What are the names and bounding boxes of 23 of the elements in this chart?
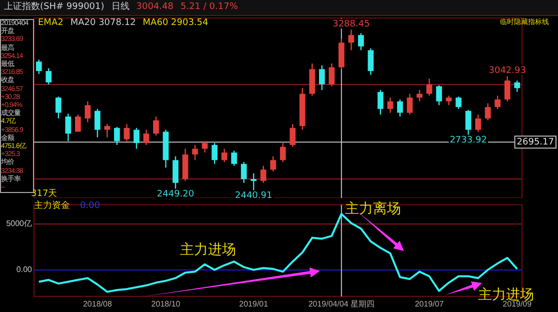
- annotation: 3288.45: [332, 20, 370, 30]
- x-tick-label: 2018/08: [82, 299, 112, 308]
- text: 日线: [111, 2, 130, 13]
- chart-title: 主力资金: [34, 201, 70, 212]
- x-tick-label: 2019/01: [239, 299, 269, 308]
- annotation: MA20 3078.12: [70, 18, 136, 29]
- annotation: 主力进场: [180, 241, 236, 259]
- annotation: 主力离场: [345, 200, 401, 218]
- y-tick-label: 5000亿: [6, 219, 32, 228]
- annotation: 3042.93: [488, 66, 526, 76]
- text: 5.21 / 0.17%: [180, 2, 238, 13]
- x-tick-label: 2019/07: [414, 299, 444, 308]
- annotation: MA60 2903.54: [142, 18, 208, 29]
- text: 3004.48: [136, 2, 174, 13]
- annotation: 2449.20: [156, 190, 194, 200]
- chart-title: 上证指数(SH# 999001): [4, 2, 104, 13]
- x-tick-label: 2019/04/04 星期四: [308, 299, 375, 308]
- annotation: EMA2: [38, 18, 64, 29]
- chart-subtitle: 0.00: [80, 201, 100, 212]
- ref-line-label: 2695.17: [516, 137, 554, 148]
- x-tick-label: 2018/10: [151, 299, 181, 308]
- annotation: 2733.92: [450, 136, 487, 146]
- annotation: 2440.91: [234, 191, 272, 202]
